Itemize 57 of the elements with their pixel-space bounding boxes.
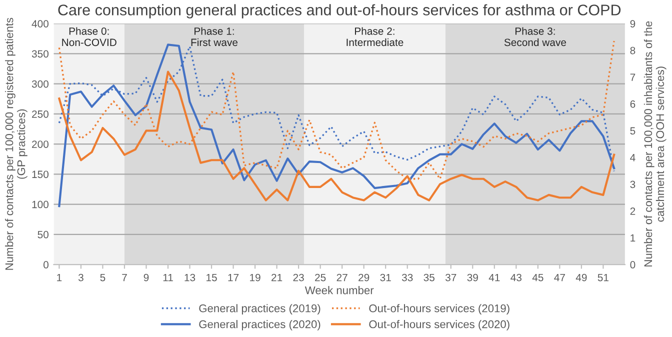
y2-axis-title: Number of contacts per 100,000 inhabitants of the catchment area (OOH services) xyxy=(644,21,666,266)
x-tick-label: 35 xyxy=(424,274,434,282)
y-tick-label: 400 xyxy=(32,20,48,28)
x-tick-label: 7 xyxy=(122,274,127,282)
chart-title: Care consumption general practices and out-of-hours services for asthma or COPD xyxy=(58,4,621,18)
y2-tick-label: 4 xyxy=(630,154,636,162)
y2-tick-label: 8 xyxy=(630,46,636,54)
x-tick-label: 27 xyxy=(336,274,348,282)
x-tick-label: 31 xyxy=(380,274,391,282)
y-tick-label: 300 xyxy=(32,80,48,88)
legend-label: General practices (2020) xyxy=(199,320,320,330)
y2-tick-label: 2 xyxy=(630,208,636,215)
y2-tick-label: 6 xyxy=(630,100,636,108)
x-tick-label: 19 xyxy=(250,274,260,282)
y-tick-label: 100 xyxy=(32,200,48,208)
x-tick-label: 11 xyxy=(163,274,173,282)
legend-label: General practices (2019) xyxy=(199,304,320,314)
x-tick-label: 39 xyxy=(467,274,478,282)
x-tick-label: 23 xyxy=(293,274,304,282)
y2-tick-label: 7 xyxy=(630,74,636,81)
y-tick-label: 50 xyxy=(38,230,48,238)
x-tick-label: 43 xyxy=(510,274,522,282)
x-tick-label: 1 xyxy=(57,274,62,282)
legend-label: Out-of-hours services (2020) xyxy=(369,320,510,330)
x-tick-label: 33 xyxy=(402,274,413,282)
x-tick-label: 29 xyxy=(358,274,370,282)
x-tick-label: 41 xyxy=(488,274,500,282)
band-label: Phase 1: First wave xyxy=(191,27,238,46)
x-tick-label: 13 xyxy=(184,274,196,282)
x-tick-label: 51 xyxy=(598,274,608,282)
x-tick-label: 47 xyxy=(554,274,565,282)
x-tick-label: 9 xyxy=(144,274,149,282)
x-tick-label: 25 xyxy=(315,274,326,282)
y-tick-label: 200 xyxy=(32,140,48,148)
y2-tick-label: 5 xyxy=(630,127,636,135)
x-tick-label: 3 xyxy=(78,274,84,282)
y2-tick-label: 1 xyxy=(630,234,636,242)
y-tick-label: 250 xyxy=(32,110,48,118)
y2-tick-label: 0 xyxy=(630,261,636,268)
x-tick-label: 5 xyxy=(100,274,106,282)
y-tick-label: 0 xyxy=(44,261,48,268)
y-tick-label: 350 xyxy=(32,50,48,58)
x-tick-label: 21 xyxy=(272,274,282,282)
band-label: Phase 0: Non-COVID xyxy=(62,27,116,46)
x-tick-label: 17 xyxy=(228,274,239,282)
y2-tick-label: 9 xyxy=(630,20,636,28)
x-tick-label: 49 xyxy=(576,274,587,282)
y-tick-label: 150 xyxy=(32,170,48,178)
x-tick-label: 37 xyxy=(445,274,456,282)
x-tick-label: 45 xyxy=(532,274,544,282)
y-axis-title: Number of contacts per 100,000 registered patients (GP practices) xyxy=(5,18,28,270)
band-label: Phase 2: Intermediate xyxy=(346,27,404,46)
y2-tick-label: 3 xyxy=(630,180,636,188)
legend-label: Out-of-hours services (2019) xyxy=(369,304,510,314)
x-tick-label: 15 xyxy=(206,274,217,282)
x-axis-title: Week number xyxy=(304,286,374,294)
band-label: Phase 3: Second wave xyxy=(504,27,566,46)
